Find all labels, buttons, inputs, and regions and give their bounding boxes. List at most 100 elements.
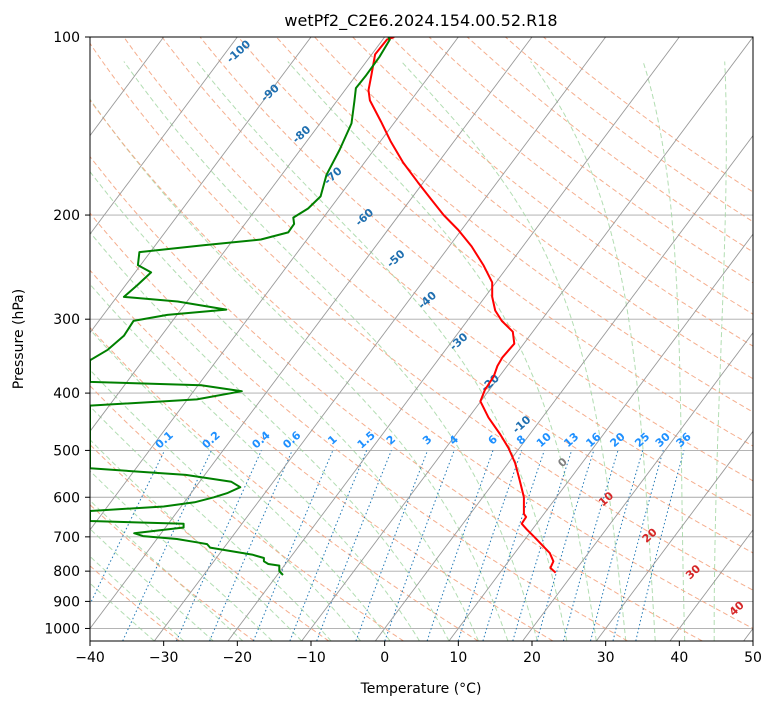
mixing-ratio-line [90,450,166,606]
isotherm-line [90,37,533,630]
dry-adiabat-label: -40 [416,289,440,312]
mixing-ratio-label: 0.4 [249,428,272,451]
mixing-ratio-label: 2 [384,433,398,448]
moist-adiabat [530,61,656,641]
y-tick-label: 100 [53,30,80,46]
mixing-ratio-label: 1.5 [355,429,378,452]
x-tick-label: −30 [149,650,179,666]
temperature-line [367,37,557,574]
isotherm-line [227,37,680,641]
mixing-ratio-label: 0.6 [280,428,303,451]
dry-adiabat [90,155,703,641]
moist-adiabat [90,499,244,641]
dry-adiabat-label: -100 [224,37,253,65]
mixing-ratio-line [482,450,545,641]
dry-adiabat [90,99,753,630]
dry-adiabat [90,326,479,641]
mixing-ratio-line [536,450,595,641]
moist-adiabat [287,61,597,641]
moist-adiabat [90,470,273,641]
mixing-ratio-label: 1 [325,433,339,448]
y-tick-label: 800 [53,564,80,580]
moist-adiabat [90,98,509,641]
mixing-ratio-line [635,450,685,641]
moist-adiabat [713,61,727,641]
isotherm-line [90,37,386,433]
y-tick-label: 1000 [44,621,80,637]
mixing-ratio-label: 36 [674,430,694,450]
dry-adiabat [90,504,255,641]
mixing-ratio-line [562,450,619,641]
moist-adiabat-label: 30 [683,562,703,582]
dry-adiabat [90,42,753,591]
x-tick-label: 30 [597,650,615,666]
moist-adiabat [90,231,450,641]
x-axis-label: Temperature (°C) [360,681,482,697]
moist-adiabat [90,405,332,641]
mixing-ratio-line [512,450,573,641]
dry-adiabat-label: -90 [258,81,282,104]
dry-adiabat [161,37,753,518]
isotherm-line [374,134,753,641]
moist-adiabat [90,283,420,641]
mixing-ratio-line [289,450,368,641]
isotherm-line [153,37,607,641]
y-axis: 100 200 300 400 500 600 700 800 900 1000 [44,30,90,637]
moist-adiabat [90,555,185,641]
mixing-ratio-label: 8 [514,433,528,448]
mixing-ratio-label: 6 [486,432,501,447]
y-tick-label: 300 [53,312,80,328]
dry-adiabat [90,565,180,641]
mixing-ratio-label: 0.2 [200,429,223,452]
isotherm-line [522,331,753,641]
y-tick-label: 500 [53,443,80,459]
moist-adiabat [196,61,568,641]
isotherm-line [90,37,238,235]
x-tick-label: −10 [296,650,326,666]
mixing-ratio-label: 25 [632,430,652,450]
y-tick-label: 200 [53,208,80,224]
dry-adiabat [237,37,753,447]
mixing-ratio-line [384,450,455,641]
isotherm-line [90,37,312,334]
dry-adiabat [543,37,753,193]
moist-adiabat [123,61,538,641]
isotherm-line [595,430,753,641]
mixing-ratio-line [590,450,644,641]
x-tick-label: 20 [523,650,541,666]
mixing-ratio-label: 3 [420,433,434,448]
moist-adiabat-label: 0 [555,455,570,470]
mixing-ratio-line [175,450,262,641]
dry-adiabat-label: -10 [510,413,534,436]
dry-adiabat [90,212,628,641]
x-tick-label: −40 [75,650,105,666]
chart-title: wetPf2_C2E6.2024.154.00.52.R18 [284,11,557,31]
moist-adiabat [642,61,686,641]
isotherm-line [448,233,753,641]
mixing-ratio-line [252,450,334,641]
moist-adiabat [90,170,479,641]
mixing-ratio-label: 4 [447,432,462,447]
mixing-ratio-label: 16 [583,430,603,450]
moist-adiabat-label: 20 [640,525,660,545]
dry-adiabat-label: -60 [353,206,377,229]
mixing-ratio-line [612,450,664,641]
x-tick-label: 10 [449,650,467,666]
moist-adiabat [90,369,361,641]
moist-adiabat [90,438,302,641]
isotherm-line [90,37,459,531]
dry-adiabat [352,37,753,347]
plot-frame [89,36,754,642]
mixing-ratio-line [122,450,212,641]
dry-adiabat [390,37,753,315]
y-tick-label: 700 [53,530,80,546]
dry-adiabat [90,443,330,641]
dewpoint-line [90,37,391,576]
x-tick-label: 50 [744,650,762,666]
x-tick-label: −20 [223,650,253,666]
dry-adiabat [90,269,554,641]
y-tick-label: 900 [53,594,80,610]
mixing-ratio-line [316,450,392,641]
mixing-ratio-label: 10 [534,430,554,450]
